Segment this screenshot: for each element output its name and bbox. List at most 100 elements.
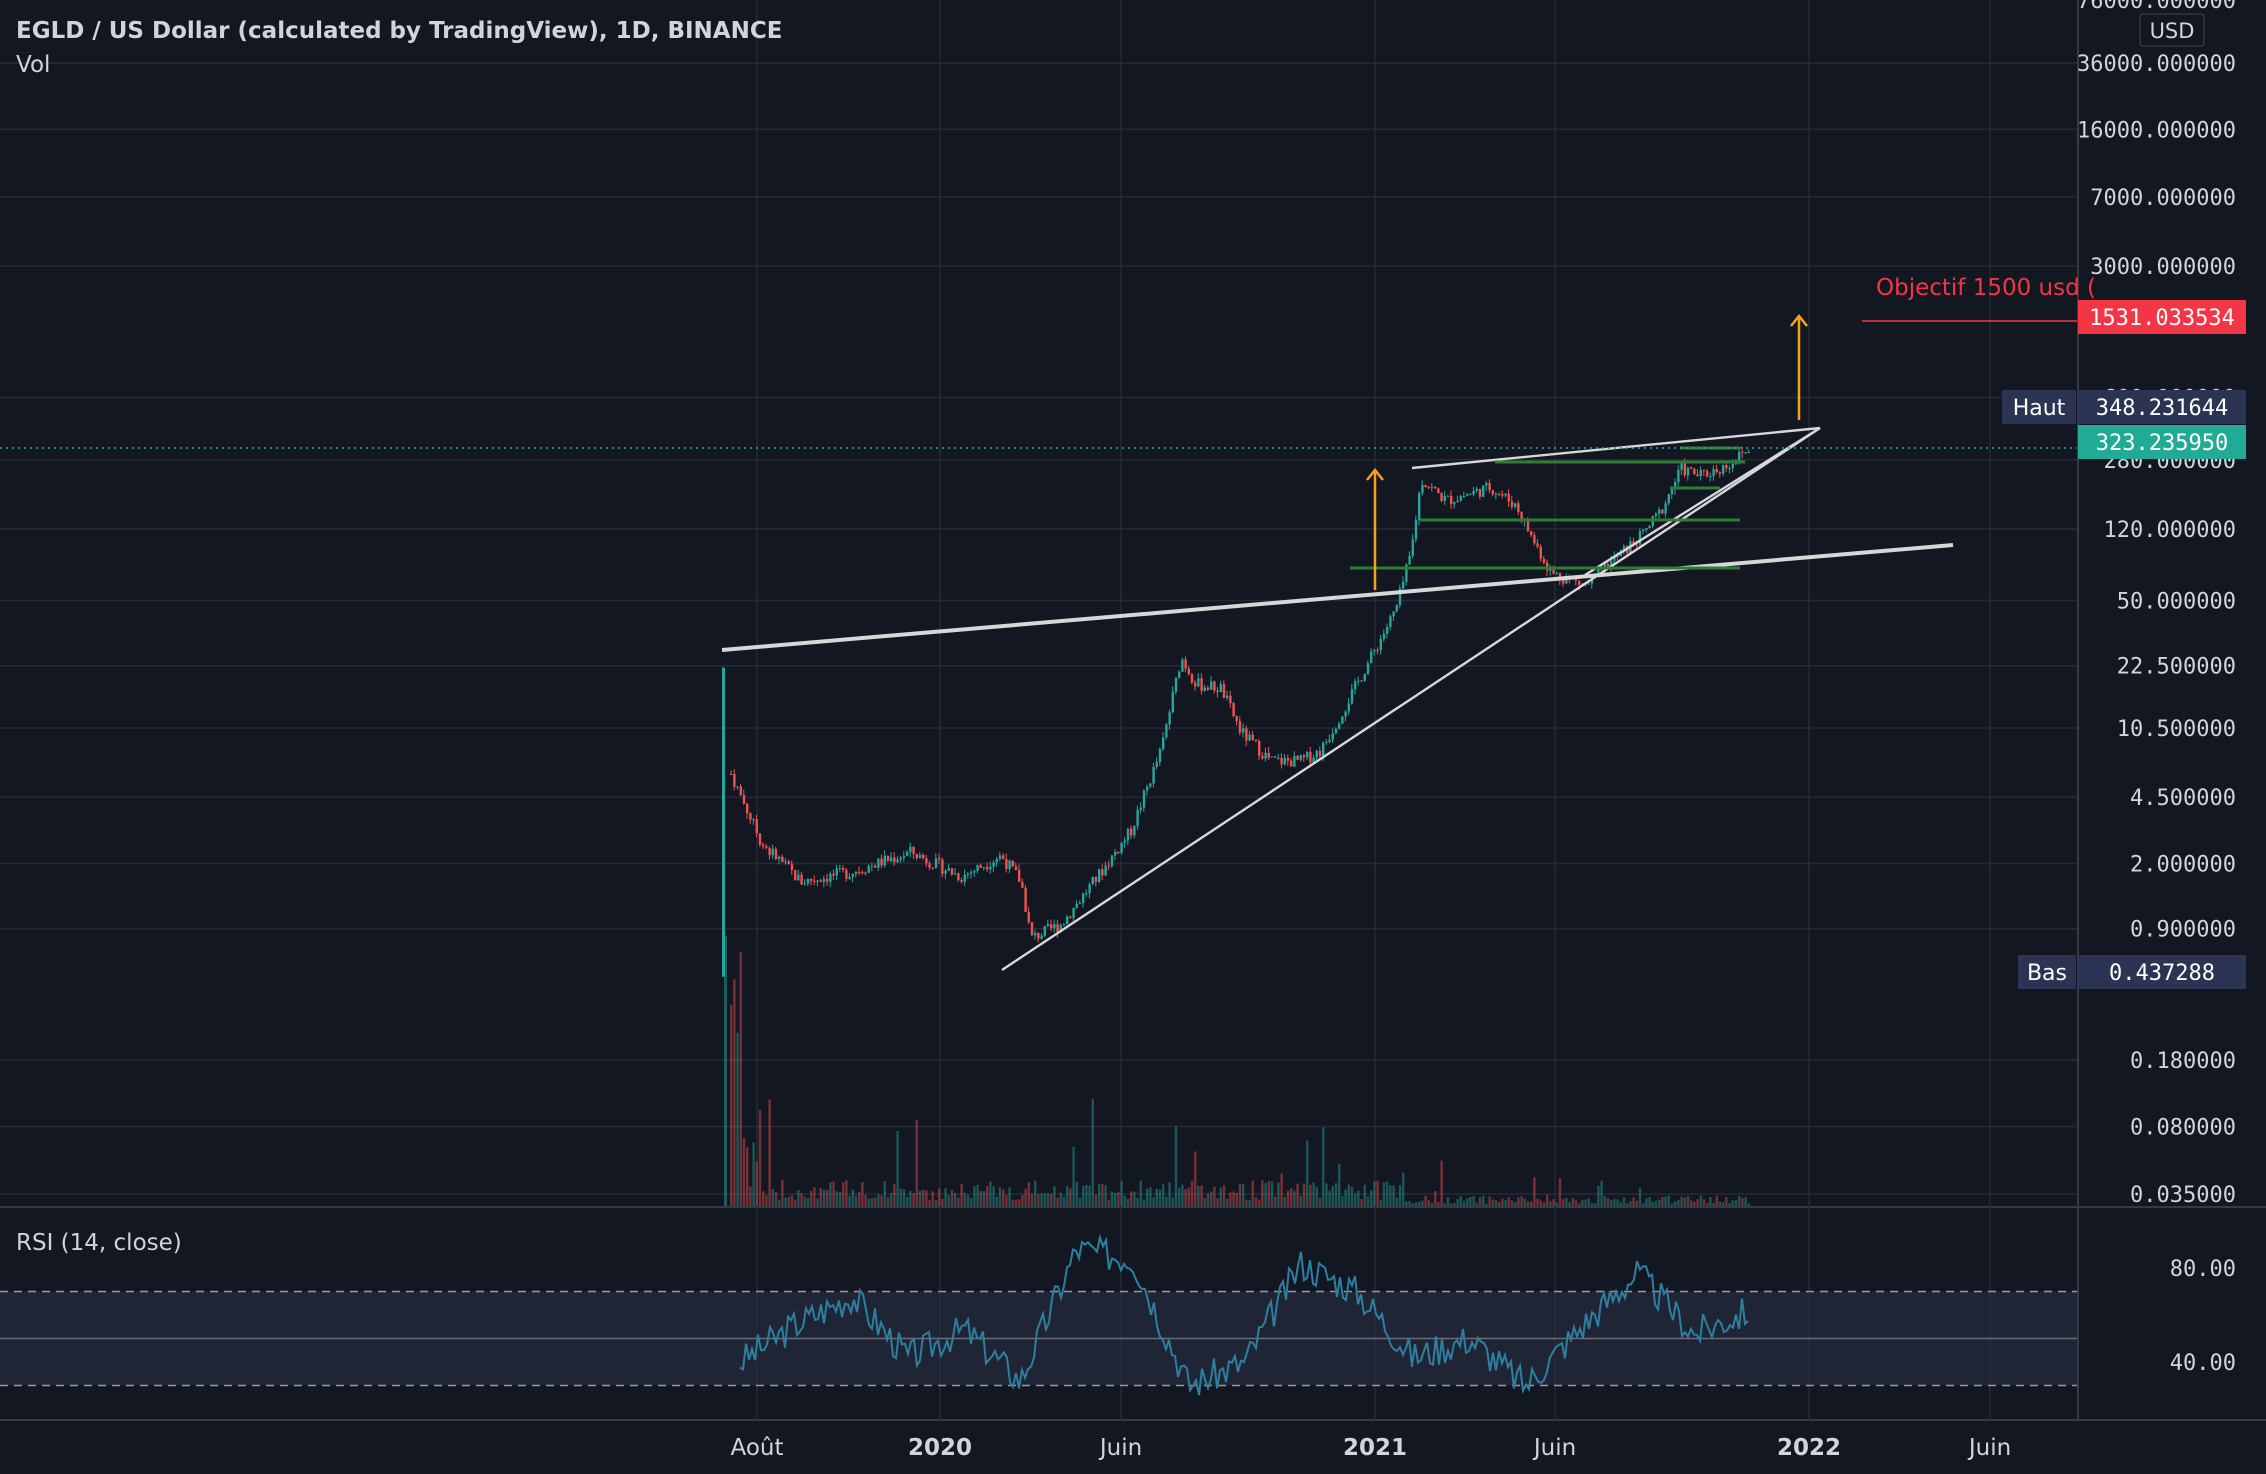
candle (1174, 677, 1178, 692)
volume-bar (1334, 1183, 1338, 1206)
axes: 36000.000000 16000.000000 7000.000000 3000.… (731, 0, 2236, 1461)
candle (1210, 681, 1213, 690)
volume-bar (1213, 1186, 1216, 1206)
volume-bar (912, 1193, 915, 1206)
volume-label: Vol (16, 52, 50, 78)
candle (1194, 682, 1197, 687)
volume-bar (1347, 1184, 1350, 1206)
volume-bar (1395, 1197, 1398, 1206)
candle (922, 854, 925, 859)
candle (806, 878, 810, 884)
candle (1101, 869, 1104, 876)
volume-bar (1638, 1187, 1642, 1206)
volume-bar (890, 1192, 893, 1206)
candle (1434, 486, 1437, 489)
volume-bar (1738, 1196, 1741, 1206)
volume-bar (724, 936, 727, 1206)
candle (1366, 663, 1370, 675)
candle (742, 794, 746, 804)
candle (1731, 463, 1734, 468)
volume-bar (1299, 1195, 1302, 1206)
candle (774, 848, 778, 860)
volume-bar (1661, 1196, 1664, 1206)
candle (1341, 716, 1344, 724)
candle (1638, 530, 1642, 545)
volume-bar (1686, 1196, 1690, 1206)
price-tick-label: 0.035000 (2130, 1183, 2236, 1208)
candle (1693, 468, 1696, 475)
candle (1654, 513, 1658, 516)
volume-bar (934, 1199, 938, 1206)
candle (1699, 470, 1702, 477)
candle (1082, 893, 1085, 904)
candle (1098, 869, 1101, 882)
volume-bar (1568, 1202, 1571, 1206)
candle (883, 855, 886, 866)
volume-bar (1174, 1126, 1178, 1206)
candle (1427, 487, 1430, 489)
volume-bar (1696, 1199, 1699, 1206)
volume-bar (1126, 1198, 1130, 1206)
candle (954, 873, 957, 875)
volume-bar (816, 1198, 819, 1206)
volume-bar (1149, 1187, 1152, 1206)
candle (1139, 807, 1142, 810)
price-tick-label: 10.500000 (2117, 717, 2236, 742)
volume-bar (1219, 1187, 1222, 1206)
volume-bar (854, 1195, 858, 1206)
volume-bar (909, 1191, 912, 1206)
volume-bar (1027, 1182, 1030, 1206)
candle (1597, 567, 1600, 575)
volume-bar (1581, 1199, 1584, 1206)
candle (1350, 689, 1354, 704)
candle (899, 857, 902, 860)
currency-badge[interactable]: USD (2139, 13, 2205, 47)
volume-bar (1110, 1191, 1114, 1206)
candle (1018, 870, 1021, 882)
volume-bar (1133, 1191, 1136, 1206)
volume-bar (1274, 1196, 1277, 1206)
volume-bar (1642, 1203, 1645, 1206)
candle (1011, 860, 1014, 867)
candle (1440, 493, 1443, 501)
volume-bar (1194, 1151, 1197, 1206)
candle (1267, 752, 1270, 758)
candle (1555, 573, 1558, 575)
candle (1696, 474, 1699, 477)
volume-bar (1296, 1183, 1299, 1206)
candle (890, 857, 893, 861)
candle (1539, 546, 1542, 559)
volume-bar (1123, 1195, 1126, 1206)
rsi-pane (0, 1233, 2078, 1396)
candle (1229, 695, 1232, 704)
volume-bar (1331, 1185, 1334, 1206)
candle (1078, 903, 1082, 905)
candle (973, 870, 976, 873)
candle (784, 861, 787, 863)
price-tick-label: 2.000000 (2130, 852, 2236, 877)
volume-bar (781, 1180, 784, 1206)
volume-bar (1302, 1183, 1306, 1206)
volume-bar (874, 1197, 877, 1206)
volume-bar (1411, 1203, 1414, 1206)
volume-bar (925, 1190, 928, 1206)
candle (1222, 684, 1226, 698)
candle (1357, 680, 1360, 682)
volume-bar (1152, 1197, 1155, 1206)
volume-bar (771, 1188, 774, 1206)
price-tick-label: 0.080000 (2130, 1115, 2236, 1140)
volume-bar (861, 1182, 864, 1206)
volume-bar (950, 1190, 954, 1206)
candle (1200, 678, 1203, 691)
candle (1485, 483, 1488, 486)
candle (902, 855, 906, 858)
candle (1171, 691, 1174, 713)
volume-bar (858, 1192, 861, 1206)
volume-bar (1597, 1185, 1600, 1206)
target-arrow-head (1790, 313, 1808, 327)
candle (797, 874, 800, 881)
candle (851, 873, 854, 877)
volume-bar (848, 1195, 851, 1206)
volume-bar (864, 1194, 867, 1206)
